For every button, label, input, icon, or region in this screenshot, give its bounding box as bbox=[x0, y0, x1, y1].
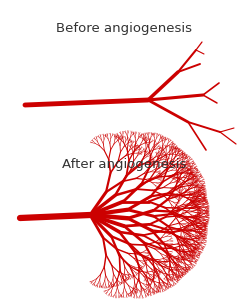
Text: After angiogenesis: After angiogenesis bbox=[62, 158, 186, 171]
Text: Before angiogenesis: Before angiogenesis bbox=[56, 22, 192, 35]
